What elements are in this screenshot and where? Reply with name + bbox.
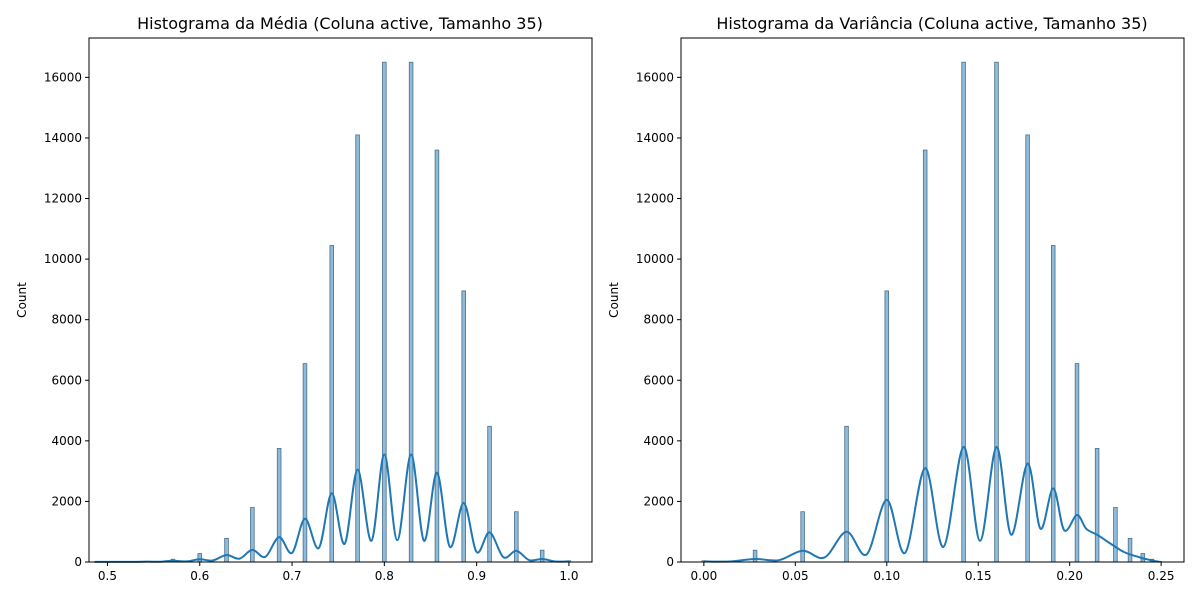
x-tick-label: 0.15 [965, 569, 992, 583]
histogram-bar [1025, 134, 1030, 563]
histogram-bar [329, 245, 334, 563]
histogram-bar [994, 61, 999, 563]
x-tick-label: 0.6 [190, 569, 209, 583]
plot-frame [680, 37, 1185, 563]
y-tick-label: 14000 [636, 131, 674, 145]
y-tick-label: 10000 [636, 252, 674, 266]
y-axis-label: Count [15, 282, 29, 318]
x-tick-label: 0.7 [282, 569, 301, 583]
histogram-bar [250, 507, 255, 563]
histogram-bar [276, 448, 282, 563]
histogram-bar [884, 290, 890, 563]
y-tick-label: 0 [666, 555, 674, 569]
histogram-bar [1050, 245, 1056, 563]
x-tick-label: 1.0 [559, 569, 578, 583]
histogram-bar [355, 134, 360, 563]
histogram-bar [197, 553, 203, 563]
x-tick-label: 0.05 [782, 569, 809, 583]
histogram-bar [922, 149, 928, 563]
histogram-bar [302, 363, 308, 563]
y-axis-label: Count [607, 282, 621, 318]
x-tick-label: 0.20 [1056, 569, 1083, 583]
x-tick-label: 0.5 [98, 569, 117, 583]
histogram-bar [382, 61, 387, 563]
kde-line [703, 445, 1160, 563]
histogram-bar [752, 549, 758, 563]
y-tick-label: 6000 [643, 373, 674, 387]
histogram-bar [1127, 537, 1133, 563]
x-tick-label: 0.9 [467, 569, 486, 583]
histogram-bar [408, 61, 414, 563]
y-tick-label: 8000 [643, 313, 674, 327]
histogram-bar [1094, 448, 1100, 563]
histogram-bar [487, 425, 492, 563]
y-tick-label: 6000 [51, 373, 82, 387]
y-tick-label: 12000 [636, 192, 674, 206]
bars [92, 61, 572, 563]
y-tick-label: 0 [74, 555, 82, 569]
y-axis: 0 2000 4000 6000 8000 10000 12000 14000 16000 [44, 70, 89, 569]
y-tick-label: 4000 [643, 434, 674, 448]
histogram-bar [961, 61, 966, 563]
y-tick-label: 4000 [51, 434, 82, 448]
x-axis: 0.5 0.6 0.7 0.8 0.9 1.0 [98, 562, 578, 583]
chart-title: Histograma da Média (Coluna active, Tama… [137, 14, 543, 33]
x-tick-label: 0.8 [375, 569, 394, 583]
plot-frame [88, 37, 593, 563]
histogram-bar [844, 425, 849, 563]
x-tick-label: 0.00 [691, 569, 718, 583]
y-tick-label: 8000 [51, 313, 82, 327]
y-tick-label: 2000 [643, 494, 674, 508]
histogram-bar [539, 549, 545, 563]
chart-title: Histograma da Variância (Coluna active, … [716, 14, 1147, 33]
histogram-variance-panel: Histograma da Variância (Coluna active, … [607, 14, 1185, 583]
kde-curve [703, 445, 1160, 563]
histogram-bar [224, 537, 229, 563]
histogram-mean-panel: Histograma da Média (Coluna active, Tama… [15, 14, 593, 583]
histogram-bar [514, 511, 519, 563]
kde-line [94, 453, 569, 563]
y-tick-label: 16000 [44, 70, 82, 84]
histogram-bar [1113, 507, 1118, 563]
y-tick-label: 2000 [51, 494, 82, 508]
y-tick-label: 10000 [44, 252, 82, 266]
histogram-bar [434, 149, 440, 563]
histogram-bar [1074, 363, 1080, 563]
histogram-bar [461, 290, 466, 563]
histogram-bar [800, 511, 805, 563]
y-tick-label: 16000 [636, 70, 674, 84]
x-tick-label: 0.10 [873, 569, 900, 583]
x-tick-label: 0.25 [1148, 569, 1175, 583]
x-axis: 0.00 0.05 0.10 0.15 0.20 0.25 [691, 562, 1175, 583]
y-tick-label: 12000 [44, 192, 82, 206]
y-axis: 0 2000 4000 6000 8000 10000 12000 14000 16000 [636, 70, 681, 569]
y-tick-label: 14000 [44, 131, 82, 145]
kde-curve [94, 453, 569, 563]
